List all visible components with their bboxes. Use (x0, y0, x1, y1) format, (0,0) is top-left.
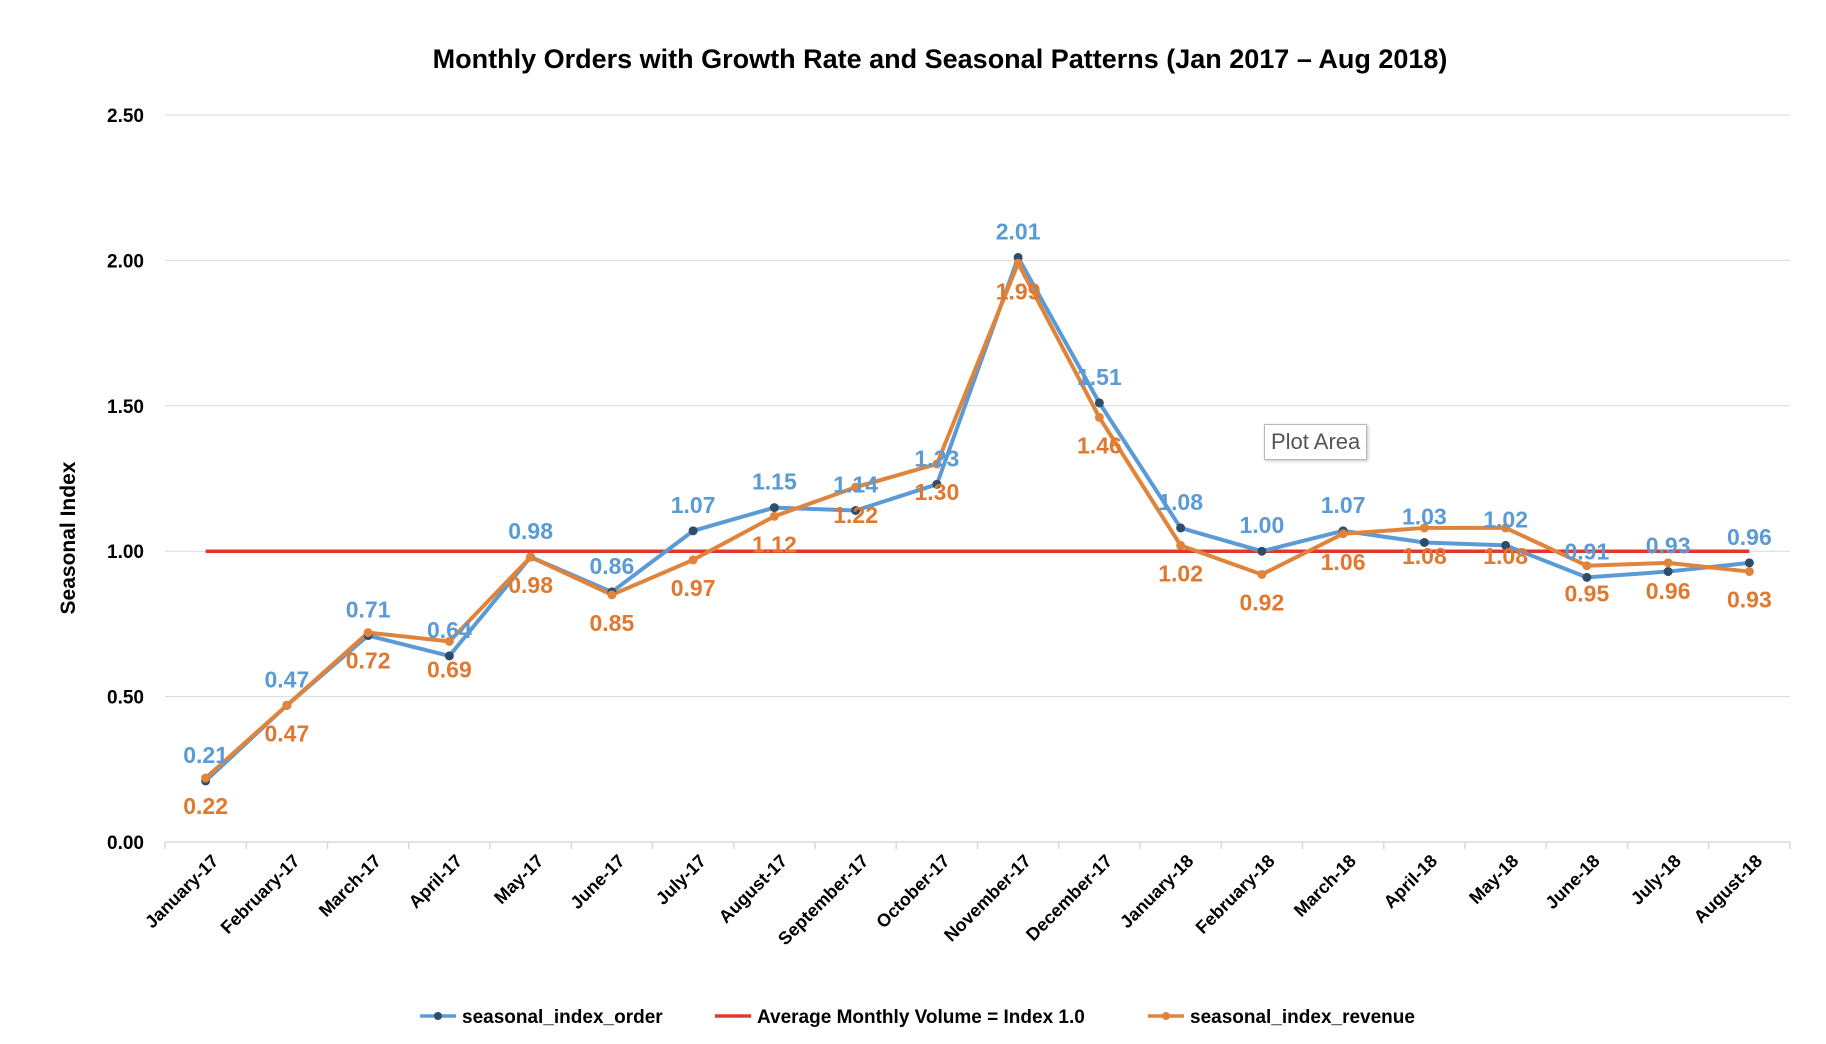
data-point-seasonal_index_revenue (1338, 529, 1348, 539)
data-label-revenue: 0.93 (1727, 587, 1772, 613)
data-label-revenue: 1.06 (1321, 549, 1366, 575)
data-point-seasonal_index_revenue (607, 590, 617, 600)
data-label-order: 0.71 (346, 597, 391, 623)
data-label-order: 0.21 (183, 742, 228, 768)
data-label-order: 1.23 (914, 445, 959, 471)
legend-marker (434, 1012, 442, 1020)
data-label-order: 0.64 (427, 617, 472, 643)
data-point-seasonal_index_revenue (1501, 523, 1511, 533)
data-label-order: 1.03 (1402, 503, 1447, 529)
data-point-seasonal_index_revenue (1419, 523, 1429, 533)
y-tick-label: 1.50 (107, 397, 144, 418)
data-point-seasonal_index_revenue (1013, 258, 1023, 268)
data-point-seasonal_index_revenue (851, 482, 861, 492)
data-point-seasonal_index_order (1094, 398, 1104, 408)
data-point-seasonal_index_revenue (363, 628, 373, 638)
data-label-order: 0.96 (1727, 524, 1772, 550)
data-point-seasonal_index_revenue (444, 636, 454, 646)
data-label-revenue: 1.30 (914, 479, 959, 505)
data-labels: 0.21 0.47 0.71 0.64 0.98 0.86 1.07 1.15 1.14 1.23… (183, 218, 1772, 819)
data-point-seasonal_index_order (769, 503, 779, 513)
data-label-revenue: 1.46 (1077, 432, 1122, 458)
legend: seasonal_index_order Average Monthly Volu… (420, 1007, 1415, 1028)
data-point-seasonal_index_revenue (769, 511, 779, 521)
data-label-order: 0.86 (589, 553, 634, 579)
data-point-seasonal_index_revenue (1257, 569, 1267, 579)
data-label-order: 1.07 (1321, 492, 1366, 518)
data-point-seasonal_index_revenue (526, 552, 536, 562)
data-label-revenue: 0.72 (346, 648, 391, 674)
data-point-seasonal_index_revenue (1176, 540, 1186, 550)
data-point-seasonal_index_order (688, 526, 698, 536)
data-label-order: 0.47 (264, 666, 309, 692)
data-label-order: 1.00 (1239, 512, 1284, 538)
data-label-order: 1.08 (1158, 489, 1203, 515)
y-tick-label: 2.00 (107, 251, 144, 272)
y-tick-label: 1.00 (107, 542, 144, 563)
data-label-revenue: 0.96 (1646, 578, 1691, 604)
data-point-seasonal_index_order (1501, 540, 1511, 550)
data-point-seasonal_index_revenue (1663, 558, 1673, 568)
data-label-revenue: 1.02 (1158, 560, 1203, 586)
data-label-revenue: 1.99 (996, 278, 1041, 304)
data-label-revenue: 1.08 (1483, 543, 1528, 569)
y-axis-title: Seasonal Index (57, 461, 80, 614)
data-label-revenue: 1.22 (833, 502, 878, 528)
plot-area-tooltip: Plot Area (1264, 424, 1368, 460)
data-label-revenue: 0.92 (1239, 589, 1284, 615)
data-label-order: 1.14 (833, 471, 878, 497)
legend-label: seasonal_index_revenue (1190, 1007, 1415, 1028)
series-line-seasonal_index_revenue (204, 261, 1750, 780)
data-label-order: 1.51 (1077, 364, 1122, 390)
data-point-seasonal_index_order (1257, 546, 1267, 556)
data-point-seasonal_index_order (932, 479, 942, 489)
y-tick-label: 0.00 (107, 833, 144, 854)
data-label-order: 1.15 (752, 469, 797, 495)
data-point-seasonal_index_revenue (932, 459, 942, 469)
data-point-seasonal_index_order (1419, 537, 1429, 547)
data-label-order: 1.02 (1483, 506, 1528, 532)
data-label-revenue: 0.85 (589, 610, 634, 636)
data-point-seasonal_index_revenue (1744, 567, 1754, 577)
data-label-revenue: 0.47 (264, 720, 309, 746)
data-label-revenue: 0.69 (427, 656, 472, 682)
data-label-revenue: 0.95 (1564, 581, 1609, 607)
legend-label: Average Monthly Volume = Index 1.0 (757, 1007, 1085, 1028)
y-tick-label: 0.50 (107, 688, 144, 709)
series-line-seasonal_index_order (204, 255, 1750, 783)
y-tick-label: 2.50 (107, 106, 144, 127)
data-label-revenue: 1.08 (1402, 543, 1447, 569)
data-point-seasonal_index_order (1744, 558, 1754, 568)
series-lines (204, 255, 1750, 783)
data-label-order: 0.98 (508, 518, 553, 544)
data-point-seasonal_index_order (1663, 567, 1673, 577)
legend-label: seasonal_index_order (462, 1007, 663, 1028)
legend-marker (1162, 1012, 1170, 1020)
data-label-revenue: 0.22 (183, 793, 228, 819)
data-label-revenue: 1.12 (752, 531, 797, 557)
data-point-seasonal_index_revenue (688, 555, 698, 565)
data-point-seasonal_index_order (1176, 523, 1186, 533)
data-point-seasonal_index_order (1582, 572, 1592, 582)
data-label-revenue: 0.98 (508, 572, 553, 598)
data-label-order: 0.91 (1564, 538, 1609, 564)
data-label-order: 1.07 (671, 492, 716, 518)
data-point-seasonal_index_revenue (1094, 412, 1104, 422)
data-label-order: 2.01 (996, 218, 1041, 244)
data-label-order: 0.93 (1646, 533, 1691, 559)
data-point-seasonal_index_order (444, 651, 454, 661)
data-point-seasonal_index_revenue (201, 773, 211, 783)
chart-title: Monthly Orders with Growth Rate and Seas… (433, 44, 1448, 74)
data-point-seasonal_index_revenue (1582, 561, 1592, 571)
data-point-seasonal_index_order (851, 505, 861, 515)
data-label-revenue: 0.97 (671, 575, 716, 601)
data-points (201, 252, 1754, 786)
y-axis-ticks: 0.00 0.50 1.00 1.50 2.00 2.50 (107, 106, 144, 854)
data-point-seasonal_index_revenue (282, 700, 292, 710)
